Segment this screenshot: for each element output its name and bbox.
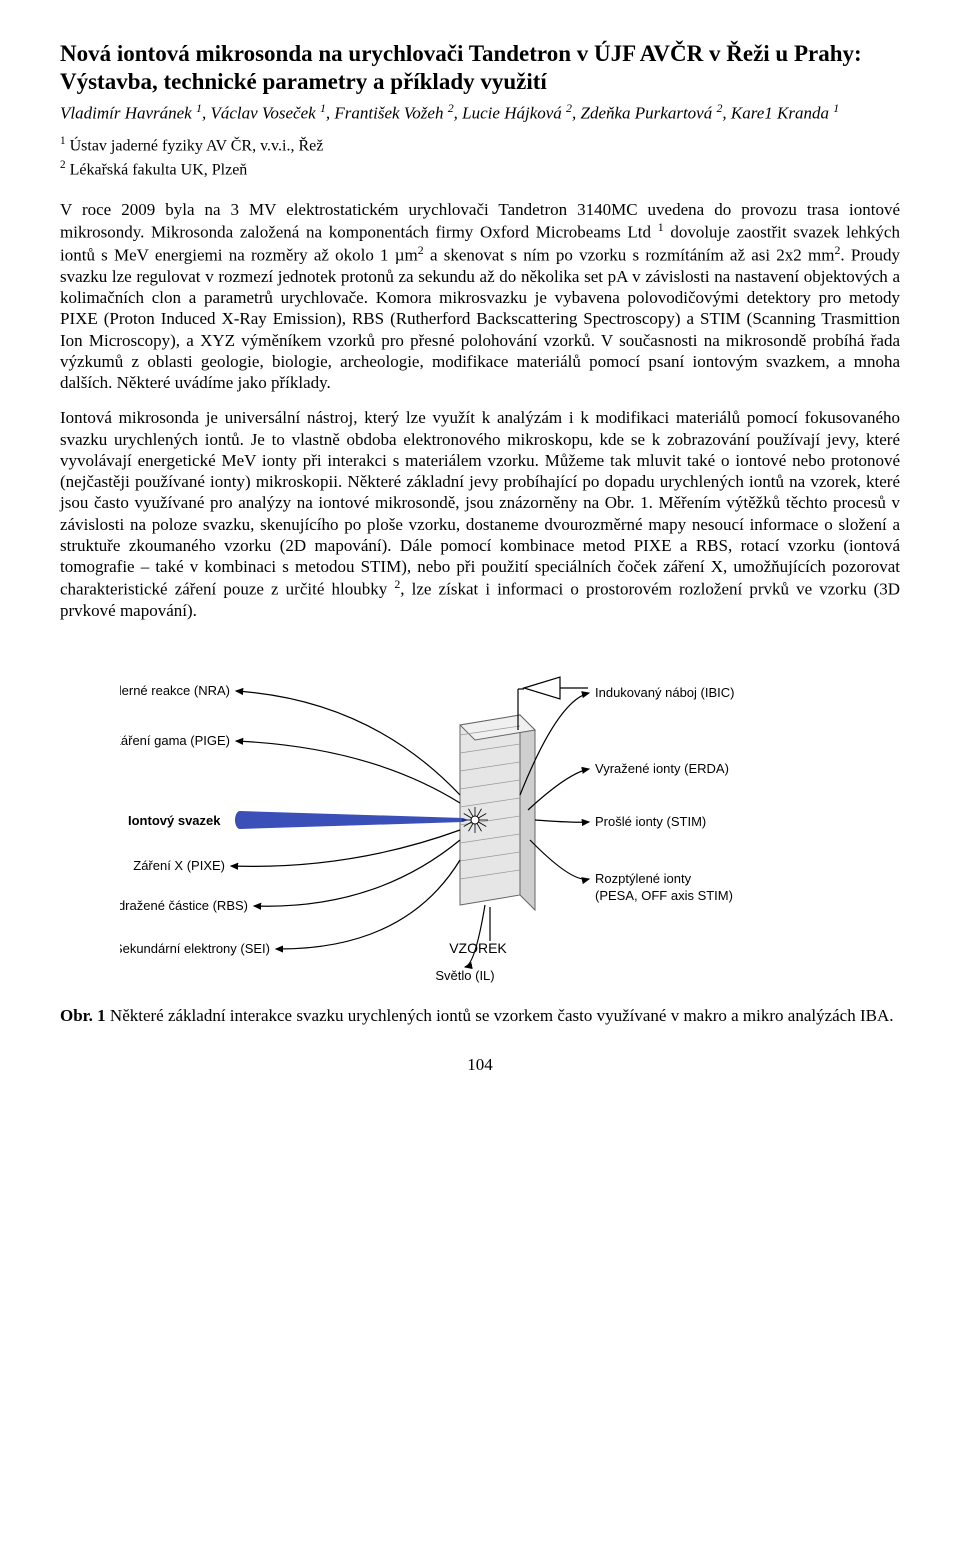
svg-text:Odražené částice (RBS): Odražené částice (RBS) xyxy=(120,898,248,913)
svg-text:Rozptýlené ionty: Rozptýlené ionty xyxy=(595,871,692,886)
svg-text:Jaderné reakce (NRA): Jaderné reakce (NRA) xyxy=(120,683,230,698)
svg-text:Záření X (PIXE): Záření X (PIXE) xyxy=(133,858,225,873)
svg-text:Sekundární elektrony (SEI): Sekundární elektrony (SEI) xyxy=(120,941,270,956)
svg-text:Světlo (IL): Světlo (IL) xyxy=(435,968,494,983)
svg-text:VZOREK: VZOREK xyxy=(449,940,507,956)
svg-text:Prošlé ionty (STIM): Prošlé ionty (STIM) xyxy=(595,814,706,829)
paper-title: Nová iontová mikrosonda na urychlovači T… xyxy=(60,40,900,95)
interaction-diagram: Iontový svazek Jaderné reakce (NRA) Záření… xyxy=(120,645,840,985)
svg-text:Záření gama (PIGE): Záření gama (PIGE) xyxy=(120,733,230,748)
paper-authors: Vladimír Havránek 1, Václav Voseček 1, F… xyxy=(60,101,900,124)
abstract-paragraph-2: Iontová mikrosonda je universální nástro… xyxy=(60,407,900,621)
affiliation-1: 1 Ústav jaderné fyziky AV ČR, v.v.i., Ře… xyxy=(60,134,900,156)
svg-text:Vyražené ionty (ERDA): Vyražené ionty (ERDA) xyxy=(595,761,729,776)
affiliation-2: 2 Lékařská fakulta UK, Plzeň xyxy=(60,158,900,180)
svg-text:(PESA, OFF axis STIM): (PESA, OFF axis STIM) xyxy=(595,888,733,903)
page-number: 104 xyxy=(60,1054,900,1075)
svg-text:Iontový svazek: Iontový svazek xyxy=(128,813,221,828)
svg-text:Indukovaný náboj (IBIC): Indukovaný náboj (IBIC) xyxy=(595,685,734,700)
figure-1: Iontový svazek Jaderné reakce (NRA) Záření… xyxy=(120,645,840,990)
figure-1-caption: Obr. 1 Některé základní interakce svazku… xyxy=(60,1005,900,1026)
abstract-paragraph-1: V roce 2009 byla na 3 MV elektrostatické… xyxy=(60,199,900,394)
